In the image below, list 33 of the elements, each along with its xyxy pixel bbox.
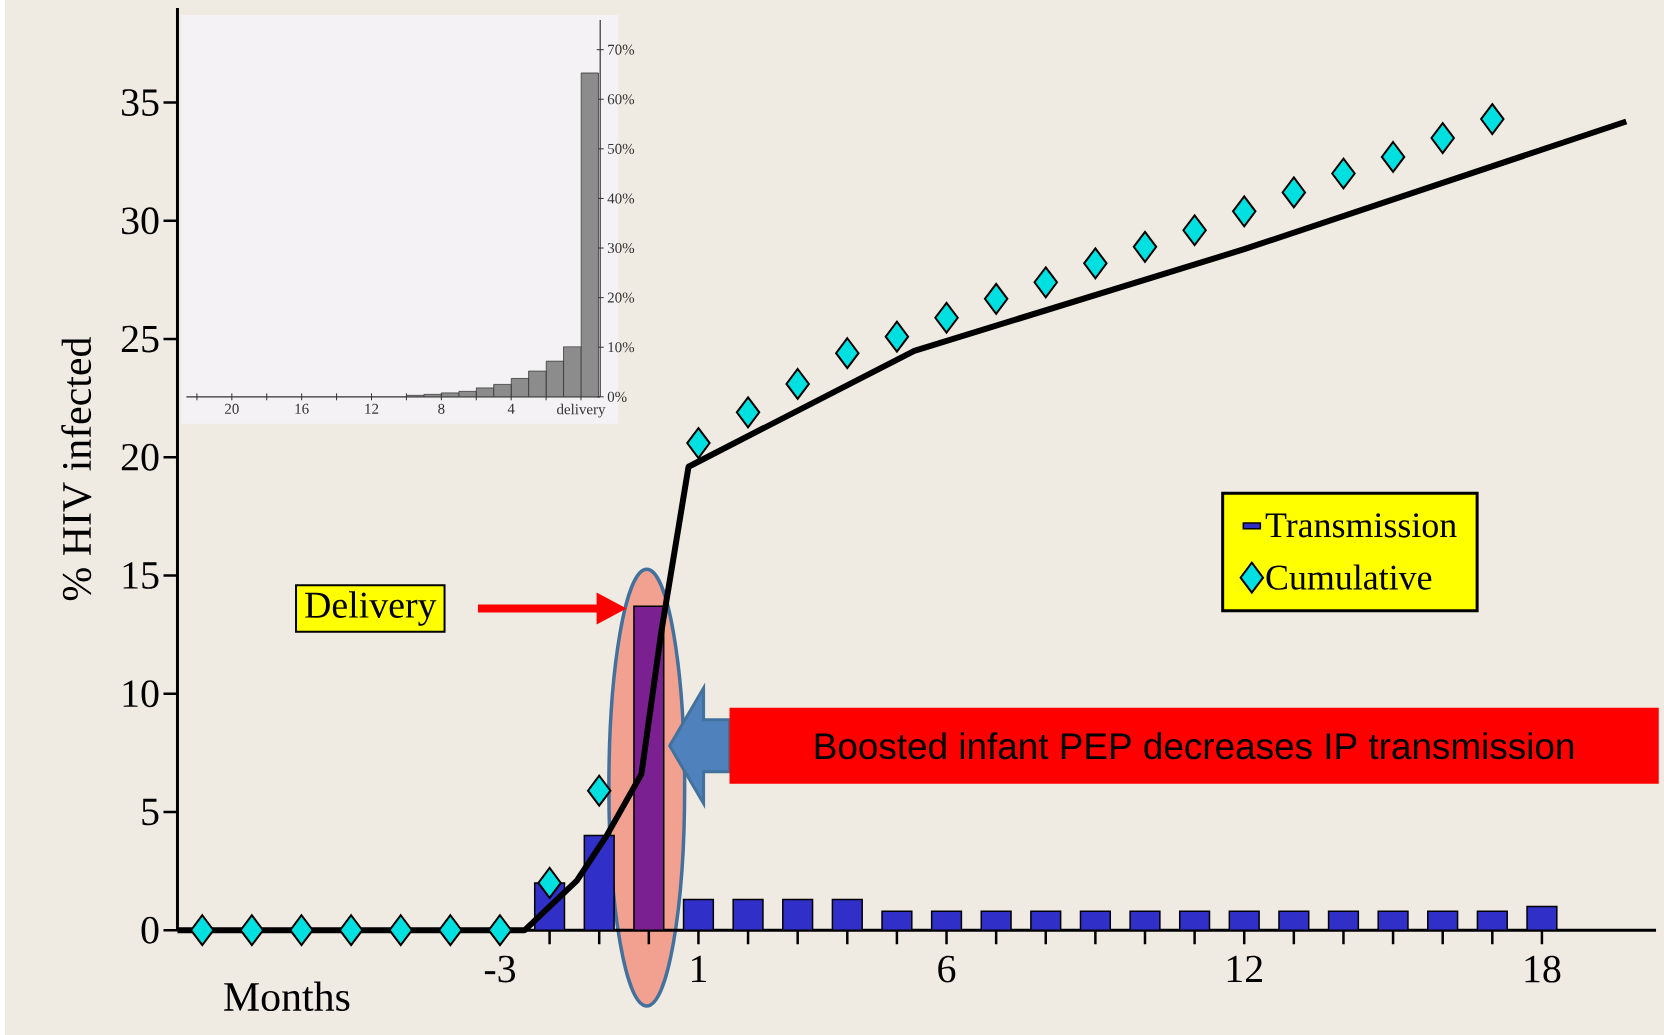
- y-tick-label: 10: [123, 680, 159, 708]
- x-tick-label: 6: [938, 955, 956, 983]
- y-tick-label: 10%: [608, 342, 635, 353]
- y-tick-label: 20%: [607, 292, 635, 303]
- y-tick-label: 15: [123, 562, 159, 589]
- x-tick-label: 12: [1227, 955, 1262, 983]
- x-tick-label: 1: [691, 955, 707, 983]
- x-tick-label: 20: [225, 403, 239, 414]
- y-tick-label: 60%: [607, 94, 635, 105]
- y-tick-label: 35: [122, 89, 159, 116]
- annotation: Delivery: [305, 591, 437, 626]
- x-tick-label: delivery: [557, 403, 606, 418]
- x-axis-title: Months: [224, 981, 350, 1012]
- y-tick-label: 0: [141, 916, 159, 944]
- y-tick-label: 50%: [608, 143, 635, 154]
- y-axis-title: % HIV infected: [61, 337, 92, 601]
- x-tick-label: 16: [295, 403, 309, 414]
- y-tick-label: 40%: [607, 193, 635, 204]
- y-tick-label: 70%: [608, 44, 635, 55]
- y-tick-label: 25: [121, 325, 159, 353]
- annotation: Boosted infant PEP decreases IP transmission: [815, 732, 1574, 760]
- x-tick-label: -3: [484, 955, 516, 983]
- x-tick-label: 8: [438, 403, 445, 414]
- legend-label: Transmission: [1265, 513, 1457, 538]
- y-tick-label: 30: [122, 207, 159, 235]
- y-tick-label: 20: [121, 443, 159, 471]
- x-tick-label: 18: [1525, 955, 1561, 983]
- y-tick-label: 30%: [607, 243, 635, 254]
- x-tick-label: 4: [507, 403, 515, 414]
- legend-label: Cumulative: [1266, 564, 1432, 590]
- y-tick-label: 0%: [607, 391, 627, 402]
- y-tick-label: 5: [142, 798, 159, 826]
- x-tick-label: 12: [365, 403, 379, 414]
